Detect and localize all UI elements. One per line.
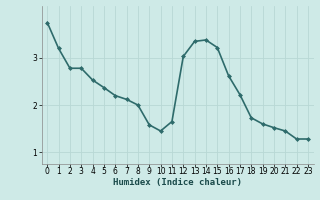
X-axis label: Humidex (Indice chaleur): Humidex (Indice chaleur)	[113, 178, 242, 187]
